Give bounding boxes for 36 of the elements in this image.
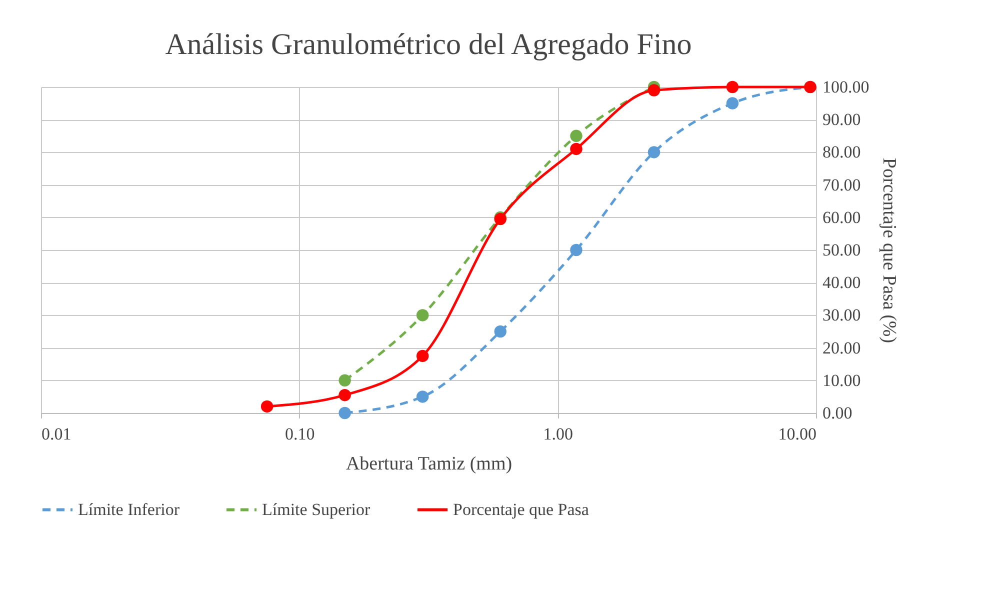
x-axis-title: Abertura Tamiz (mm) — [346, 454, 512, 474]
point — [648, 84, 660, 96]
legend-label: Límite Superior — [262, 500, 370, 519]
chart-title: Análisis Granulométrico del Agregado Fino — [165, 28, 692, 61]
point — [338, 388, 351, 402]
point — [338, 406, 351, 420]
y-tick-label: 40.00 — [822, 273, 861, 292]
y-tick-label: 30.00 — [822, 306, 861, 325]
y-tick-label: 100.00 — [822, 78, 870, 96]
point — [570, 130, 582, 142]
y-tick-label: 50.00 — [822, 240, 861, 260]
legend-label: Porcentaje que Pasa — [453, 500, 590, 519]
y-tick-label: 90.00 — [822, 110, 861, 130]
y-tick-label: 0.00 — [822, 404, 852, 422]
point — [570, 142, 582, 156]
point — [570, 244, 582, 256]
point — [494, 325, 506, 338]
legend-label: Límite Inferior — [78, 500, 180, 519]
point — [726, 97, 739, 110]
y-tick-label: 20.00 — [822, 338, 861, 358]
x-tick-label: 10.00 — [778, 424, 816, 444]
x-tick-label: 0.01 — [42, 424, 72, 444]
point — [260, 400, 274, 413]
y-axis-title: Porcentaje que Pasa (%) — [878, 158, 900, 344]
y-tick-label: 10.00 — [822, 370, 861, 390]
point — [416, 309, 429, 322]
x-tick-label: 0.10 — [284, 424, 315, 444]
y-tick-label: 60.00 — [822, 208, 861, 227]
x-tick-label: 1.00 — [543, 424, 574, 444]
point — [338, 374, 351, 387]
point — [648, 146, 660, 158]
point — [416, 350, 429, 362]
point — [416, 390, 429, 403]
point — [726, 80, 739, 94]
y-tick-label: 70.00 — [822, 175, 861, 194]
y-tick-label: 80.00 — [822, 142, 861, 162]
